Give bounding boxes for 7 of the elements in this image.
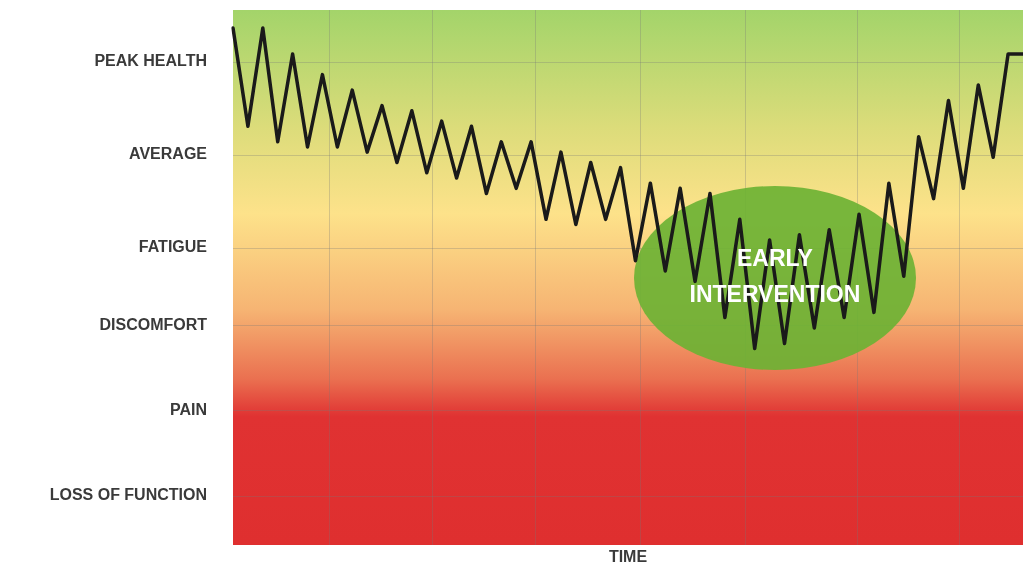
text: PAIN [169,400,207,418]
text: AVERAGE [129,145,208,163]
text: FATIGUE [138,238,208,256]
text: DISCOMFORT [99,315,208,333]
text: LOSS OF FUNCTION [49,486,207,504]
text: PEAK HEALTH [94,52,207,70]
x-axis-title: TIME [608,547,648,565]
